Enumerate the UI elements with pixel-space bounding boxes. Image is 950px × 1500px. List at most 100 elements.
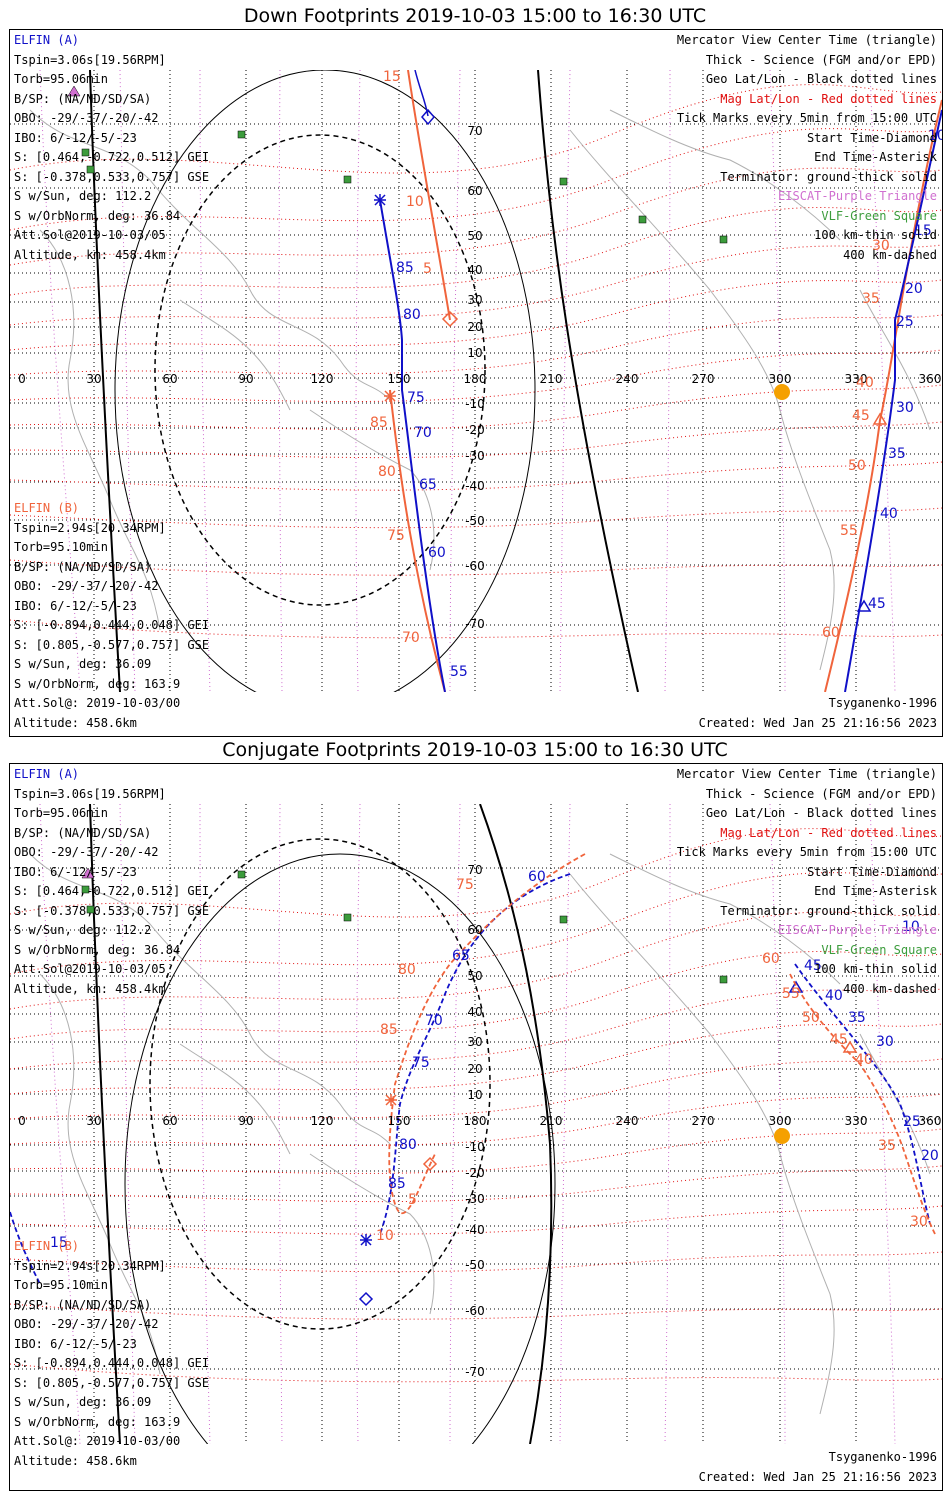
s-sun: S w/Sun, deg: 112.2: [14, 189, 152, 203]
obo: OBO: -29/-37/-20/-42: [14, 111, 159, 125]
track-tick: 10: [376, 1228, 394, 1244]
lon-tick: 300: [769, 372, 792, 386]
elfin-a-start-diamond: [421, 108, 435, 126]
legend-item: EISCAT-Purple Triangle: [778, 923, 937, 937]
lon-tick: 300: [769, 1114, 792, 1128]
model-label: Tsyganenko-1996: [828, 1450, 937, 1464]
lon-tick: 120: [311, 372, 334, 386]
elfin-b-center-triangle: [872, 412, 888, 425]
track-tick: 5: [408, 1192, 417, 1208]
lat-tick: 20: [467, 1062, 482, 1076]
bsp: B/SP: (NA/ND/SD/SA): [14, 559, 152, 574]
track-tick: 55: [450, 664, 468, 680]
elfin-b-info: ELFIN (B) Tspin=2.94s[20.34RPM] Torb=95.…: [14, 1237, 209, 1471]
elfin-b-label: ELFIN (B): [14, 1239, 80, 1253]
ibo: IBO: 6/-12/-5/-23: [14, 1336, 137, 1351]
conjugate-footprints-map: 0 30 60 90 120 150 180 210 240 270 300 3…: [10, 804, 942, 1444]
track-tick: 25: [896, 314, 914, 330]
lat-tick: -40: [465, 1223, 485, 1237]
elfin-b-track-2: [389, 389, 446, 692]
track-tick: 15: [383, 69, 401, 85]
lat-tick: -70: [465, 617, 485, 631]
lat-tick: 70: [467, 863, 482, 877]
track-tick: 60: [528, 869, 546, 885]
lat-tick: -60: [465, 1304, 485, 1318]
legend: Mercator View Center Time (triangle) Thi…: [677, 765, 937, 999]
track-tick: 70: [425, 1013, 443, 1029]
created-label: Created: Wed Jan 25 21:16:56 2023: [698, 715, 937, 730]
elfin-b-track-1: [407, 70, 451, 321]
legend-item: Thick - Science (FGM and/or EPD): [705, 52, 937, 67]
lat-tick: -40: [465, 479, 485, 493]
lat-tick: 40: [467, 1005, 482, 1019]
lon-tick: 360: [919, 372, 942, 386]
elfin-a-conj-track-1: [379, 873, 571, 1235]
obo: OBO: -29/-37/-20/-42: [14, 579, 159, 593]
tspin: Tspin=2.94s[20.34RPM]: [14, 1258, 166, 1273]
track-tick: 20: [905, 281, 923, 297]
track-tick: 60: [428, 545, 446, 561]
track-tick: 40: [825, 988, 843, 1004]
vlf-stations: [81, 130, 728, 244]
mag-lon-lines: [39, 70, 896, 692]
legend-item: End Time-Asterisk: [814, 150, 937, 164]
legend-item: VLF-Green Square: [821, 942, 937, 957]
track-tick: 10: [928, 128, 942, 144]
track-tick: 45: [852, 408, 870, 424]
elfin-a-label: ELFIN (A): [14, 767, 80, 781]
lon-tick: 210: [540, 1114, 563, 1128]
elfin-b-start-diamond: [441, 310, 459, 328]
lon-tick-labels: 0 30 60 90 120 150 180 210 240 270 300 3…: [18, 1114, 941, 1128]
panel-title-down: Down Footprints 2019-10-03 15:00 to 16:3…: [243, 5, 707, 27]
altitude: Altitude: 458.6km: [14, 1453, 137, 1468]
lat-tick: 60: [467, 184, 482, 198]
lat-tick: 30: [467, 293, 482, 307]
lat-tick: 40: [467, 263, 482, 277]
track-tick: 75: [387, 528, 405, 544]
s-gei: S: [0.464,-0.722,0.512] GEI: [14, 884, 210, 898]
track-tick: 35: [848, 1010, 866, 1026]
lat-tick: -20: [465, 423, 485, 437]
track-tick: 20: [921, 1148, 939, 1164]
track-tick: 65: [419, 477, 437, 493]
lon-tick: 90: [238, 372, 253, 386]
elfin-b-info: ELFIN (B) Tspin=2.94s[20.34RPM] Torb=95.…: [14, 499, 209, 733]
track-tick: 60: [822, 625, 840, 641]
s-gse: S: [-0.378,0.533,0.757] GSE: [14, 903, 210, 918]
lon-tick: 330: [845, 372, 868, 386]
att-sol: Att.Sol@2019-10-03/05: [14, 962, 166, 976]
s-orbnorm: S w/OrbNorm, deg: 36.84: [14, 942, 181, 957]
created-label: Created: Wed Jan 25 21:16:56 2023: [698, 1469, 937, 1484]
lat-tick: 50: [467, 969, 482, 983]
ibo: IBO: 6/-12/-5/-23: [14, 598, 137, 613]
lon-tick: 0: [18, 1114, 26, 1128]
lat-tick: 10: [467, 1088, 482, 1102]
s-gei: S: [-0.894,0.444,0.048] GEI: [14, 1356, 210, 1370]
range-100km: [114, 70, 536, 692]
bsp: B/SP: (NA/ND/SD/SA): [14, 825, 152, 840]
elfin-b-label: ELFIN (B): [14, 501, 80, 515]
s-gse: S: [0.805,-0.577,0.757] GSE: [14, 637, 210, 652]
lon-tick: 210: [540, 372, 563, 386]
ibo: IBO: 6/-12/-5/-23: [14, 864, 137, 879]
elfin-a-end-asterisk: [374, 194, 386, 206]
down-footprints-panel: 0 30 60 90 120 150 180 210 240 270 300 3…: [9, 29, 943, 737]
lat-tick: 70: [467, 124, 482, 138]
track-tick: 85: [396, 260, 414, 276]
altitude: Altitude, km: 458.4km: [14, 981, 166, 996]
lon-tick: 360: [919, 1114, 942, 1128]
lon-tick: 240: [616, 372, 639, 386]
lat-tick: 50: [467, 229, 482, 243]
s-sun: S w/Sun, deg: 112.2: [14, 923, 152, 937]
track-tick: 5: [423, 261, 432, 277]
track-tick: 45: [868, 596, 886, 612]
lat-tick: -60: [465, 559, 485, 573]
sun-icon: [774, 1128, 790, 1144]
track-tick: 45: [804, 958, 822, 974]
geo-lat-lines: [10, 123, 942, 626]
elfin-a-center-triangle: [788, 980, 804, 993]
track-tick: 80: [399, 1137, 417, 1153]
track-tick: 45: [830, 1032, 848, 1048]
elfin-a-conj-track-3: [10, 1211, 41, 1285]
eiscat-stations: [81, 867, 95, 879]
